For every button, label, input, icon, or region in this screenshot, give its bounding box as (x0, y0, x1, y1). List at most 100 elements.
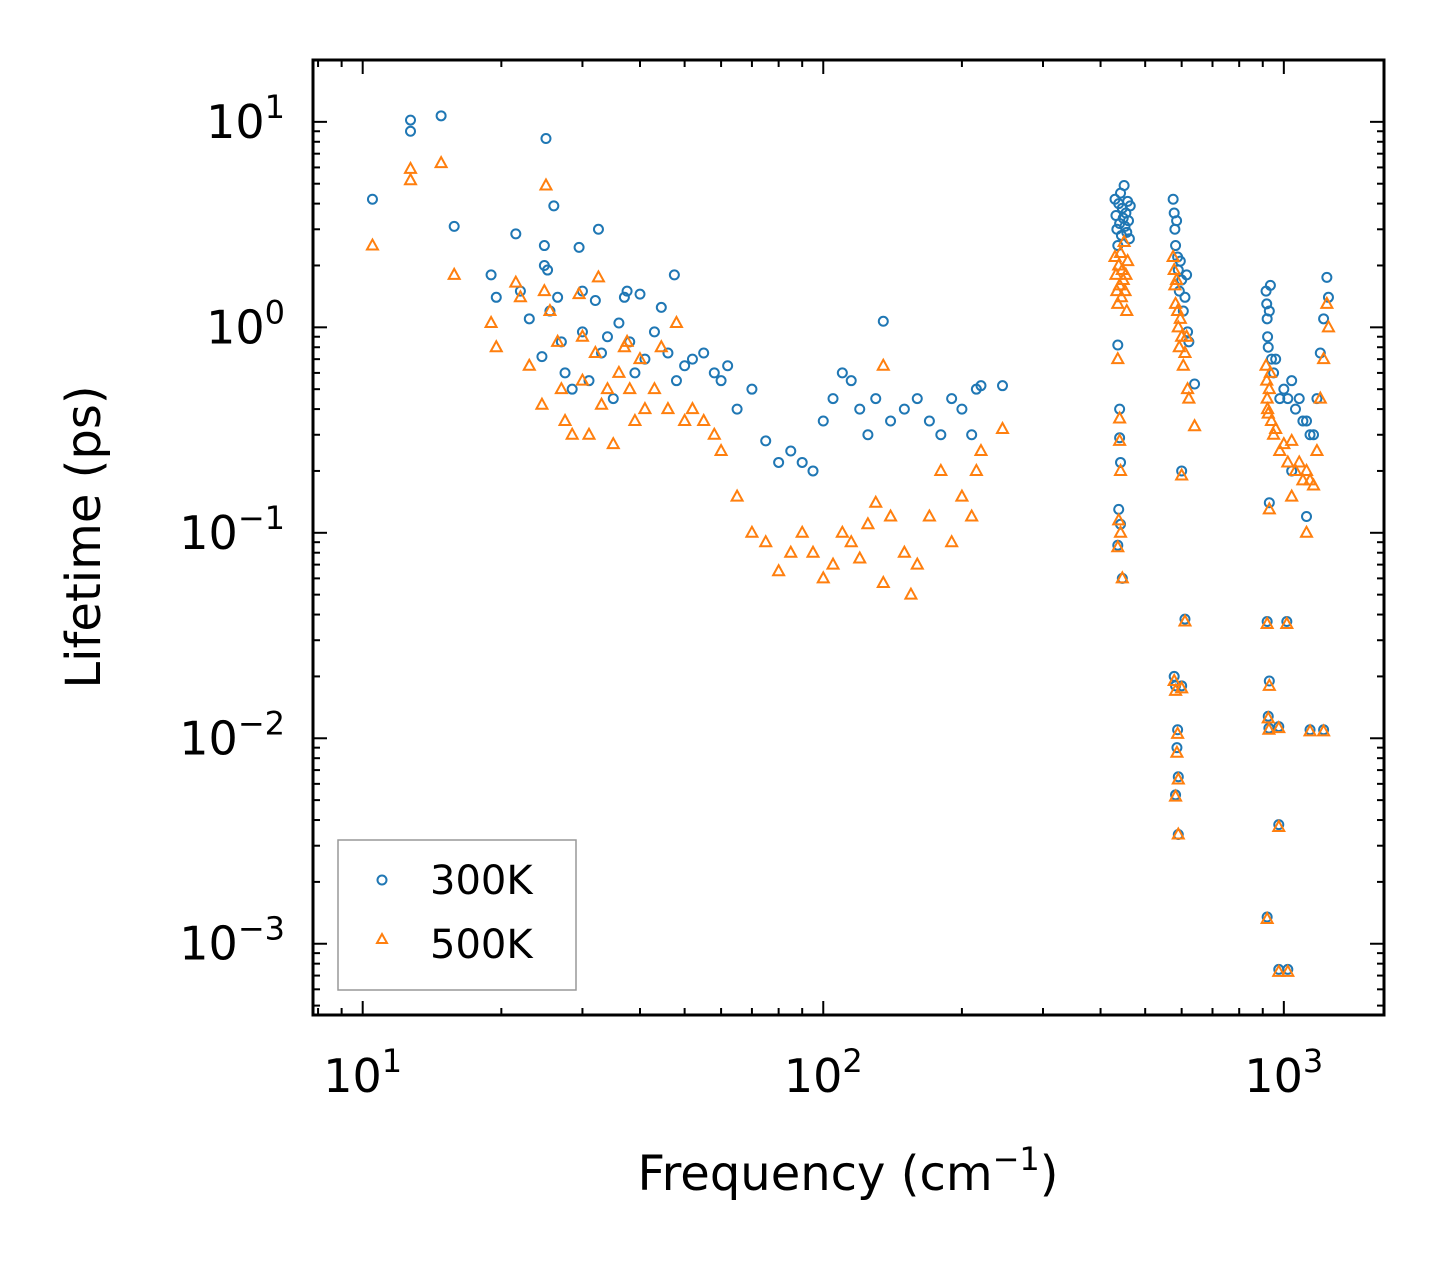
data-point (746, 383, 758, 395)
data-point (1261, 298, 1273, 310)
data-point (1261, 721, 1277, 735)
data-point (365, 237, 380, 251)
data-point (1114, 289, 1129, 303)
data-point (405, 125, 417, 137)
y-tick-label: 10−1 (179, 499, 285, 560)
data-point (1171, 771, 1186, 785)
data-point (995, 420, 1010, 435)
legend-marker-300k (376, 874, 388, 886)
data-point (997, 380, 1009, 392)
data-point (1262, 381, 1277, 395)
data-point (575, 328, 590, 342)
data-point (956, 403, 968, 415)
data-point (1318, 313, 1330, 325)
series-500K (365, 155, 1336, 977)
data-point (1288, 462, 1303, 476)
data-point (1289, 403, 1301, 415)
data-point (1316, 351, 1331, 365)
data-point (933, 462, 949, 476)
data-point (447, 266, 462, 280)
data-point (1284, 432, 1299, 446)
data-point (366, 193, 378, 205)
data-point (1262, 501, 1277, 515)
data-point (575, 372, 590, 386)
data-point (592, 223, 604, 235)
data-point (876, 357, 891, 371)
data-point (685, 401, 700, 415)
data-point (1271, 720, 1286, 734)
data-point (1282, 393, 1294, 405)
data-point (403, 172, 418, 186)
data-point (935, 429, 947, 441)
y-tick-label: 100 (206, 293, 285, 354)
data-point (860, 516, 876, 530)
data-point (836, 367, 848, 379)
data-point (944, 534, 959, 548)
x-tick-label: 103 (1244, 1042, 1323, 1103)
data-point (1112, 339, 1124, 351)
data-point (1179, 328, 1194, 342)
data-point (877, 315, 889, 327)
data-point (1295, 472, 1311, 486)
data-point (870, 393, 882, 405)
data-point (1110, 295, 1125, 309)
data-point (1265, 353, 1277, 365)
data-point (669, 314, 684, 328)
data-point (655, 301, 667, 313)
data-point (632, 351, 648, 365)
data-point (1292, 454, 1307, 468)
data-point (1171, 742, 1183, 754)
data-point (816, 570, 831, 584)
data-point (783, 544, 798, 558)
data-point (1259, 910, 1275, 924)
data-point (490, 291, 502, 303)
data-point (966, 429, 978, 441)
data-point (1321, 271, 1333, 283)
data-point (1170, 302, 1185, 317)
data-point (964, 508, 979, 522)
data-point (973, 442, 989, 457)
data-point (1168, 788, 1183, 802)
data-point (975, 380, 987, 392)
data-point (1113, 462, 1128, 476)
data-point (1120, 253, 1135, 267)
data-point (588, 344, 603, 358)
data-point (548, 200, 560, 212)
data-point (1319, 295, 1335, 309)
data-point (852, 550, 867, 564)
data-point (552, 291, 564, 303)
data-point (1299, 462, 1314, 476)
data-point (1171, 826, 1186, 840)
data-point (1117, 283, 1133, 297)
data-point (1169, 744, 1185, 758)
data-point (542, 264, 554, 276)
data-point (508, 274, 523, 288)
data-point (537, 283, 552, 297)
data-point (648, 326, 660, 338)
data-point (670, 375, 682, 387)
data-point (1169, 271, 1184, 285)
data-point (1165, 248, 1181, 262)
data-point (613, 317, 625, 329)
data-point (611, 364, 627, 378)
data-point (862, 429, 874, 441)
points-layer (365, 110, 1336, 977)
x-axis-label-exponent: −1 (993, 1140, 1040, 1178)
data-point (1181, 269, 1193, 281)
data-point (1286, 375, 1298, 387)
data-point (1270, 353, 1282, 365)
data-point (1118, 266, 1134, 280)
data-point (634, 288, 646, 300)
data-point (627, 412, 643, 427)
data-point (1118, 180, 1130, 192)
data-point (715, 375, 727, 387)
data-point (1172, 724, 1184, 736)
data-point (536, 351, 548, 363)
data-point (771, 563, 786, 577)
data-point (758, 534, 773, 548)
data-point (485, 269, 497, 281)
data-point (1167, 193, 1179, 205)
data-point (805, 544, 821, 558)
data-point (629, 367, 641, 379)
